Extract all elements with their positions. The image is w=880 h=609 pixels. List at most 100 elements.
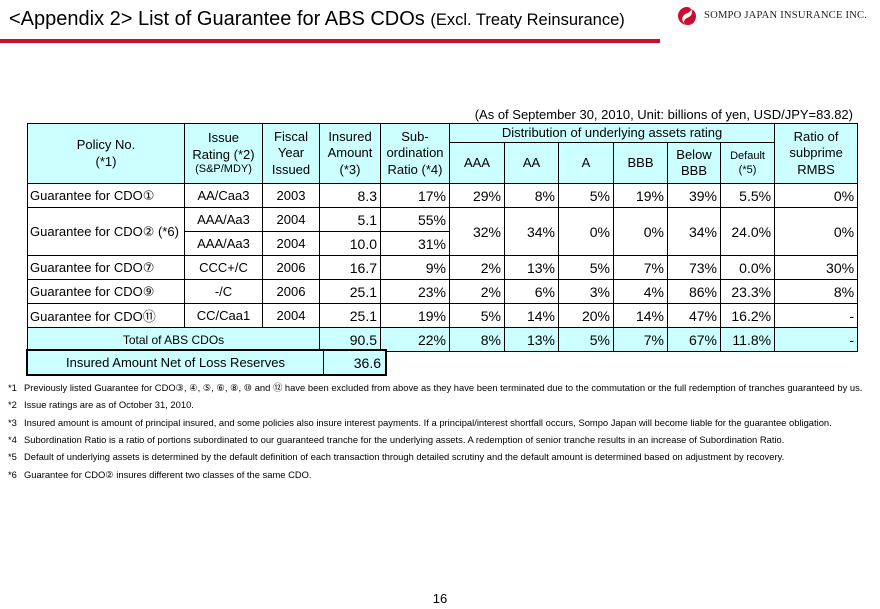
policy-cell: Guarantee for CDO① bbox=[27, 183, 185, 208]
policy-cell: Guarantee for CDO⑦ bbox=[27, 255, 185, 280]
subprime-cell: 30% bbox=[774, 255, 859, 280]
aaa-cell: 32% bbox=[449, 207, 505, 256]
aa-cell: 34% bbox=[504, 207, 559, 256]
header-subprime-ratio: Ratio of subprime RMBS bbox=[774, 123, 859, 184]
year-cell: 2004 bbox=[262, 231, 320, 256]
footnote: *2 Issue ratings are as of October 31, 2… bbox=[8, 398, 868, 411]
header-fiscal-year: Fiscal Year Issued bbox=[262, 123, 320, 184]
policy-cell: Guarantee for CDO② (*6) bbox=[27, 207, 185, 256]
total-default-cell: 11.8% bbox=[719, 327, 776, 352]
rating-cell: CC/Caa1 bbox=[184, 303, 263, 328]
amount-cell: 25.1 bbox=[319, 303, 381, 328]
header-default: Default (*5) bbox=[719, 142, 776, 184]
header-issue-rating-line3: (S&P/MDY) bbox=[195, 162, 252, 175]
below-bbb-cell: 34% bbox=[667, 207, 721, 256]
footnote-text: Insured amount is amount of principal in… bbox=[24, 416, 832, 428]
table-row: AAA/Aa3 2004 10.0 31% bbox=[28, 231, 858, 256]
subprime-cell: 8% bbox=[774, 279, 859, 304]
total-aaa-cell: 8% bbox=[449, 327, 505, 352]
amount-cell: 8.3 bbox=[319, 183, 381, 208]
total-subprime-cell: - bbox=[774, 327, 859, 352]
default-cell: 16.2% bbox=[719, 303, 776, 328]
header-default-line1: Default bbox=[730, 149, 765, 162]
company-name: SOMPO JAPAN INSURANCE INC. bbox=[704, 10, 868, 21]
header-default-line2: (*5) bbox=[738, 164, 757, 176]
policy-cell: Guarantee for CDO⑪ bbox=[27, 303, 185, 328]
a-cell: 0% bbox=[558, 207, 614, 256]
year-cell: 2006 bbox=[262, 255, 320, 280]
rating-cell: AAA/Aa3 bbox=[184, 231, 263, 256]
header-aaa: AAA bbox=[449, 142, 505, 184]
aa-cell: 14% bbox=[504, 303, 559, 328]
a-cell: 5% bbox=[558, 183, 614, 208]
header-insured-amount: Insured Amount (*3) bbox=[319, 123, 381, 184]
bbb-cell: 7% bbox=[613, 255, 668, 280]
header-fiscal-year-line3: Issued bbox=[271, 161, 311, 177]
as-of-note: (As of September 30, 2010, Unit: billion… bbox=[474, 107, 853, 122]
guarantee-table: Policy No. (*1) Issue Rating (*2) (S&P/M… bbox=[27, 123, 859, 352]
footnote-mark: *4 bbox=[8, 434, 17, 446]
header-subordination-ratio: Sub- ordination Ratio (*4) bbox=[380, 123, 450, 184]
footnote: *1 Previously listed Guarantee for CDO③,… bbox=[8, 381, 868, 394]
below-bbb-cell: 86% bbox=[667, 279, 721, 304]
amount-cell: 25.1 bbox=[319, 279, 381, 304]
amount-cell: 10.0 bbox=[319, 231, 381, 256]
header-below-bbb-line1: Below bbox=[676, 146, 712, 162]
footnote-text: Guarantee for CDO② insures different two… bbox=[24, 468, 312, 480]
sub-ratio-cell: 17% bbox=[380, 183, 450, 208]
header-below-bbb-line2: BBB bbox=[680, 163, 707, 178]
footnote-text: Issue ratings are as of October 31, 2010… bbox=[24, 399, 194, 411]
aaa-cell: 5% bbox=[449, 303, 505, 328]
total-amount-cell: 90.5 bbox=[319, 327, 381, 352]
default-cell: 23.3% bbox=[719, 279, 776, 304]
sompo-logo-icon bbox=[678, 7, 696, 25]
footnotes: *1 Previously listed Guarantee for CDO③,… bbox=[8, 381, 868, 485]
header-subprime-line3: RMBS bbox=[797, 161, 835, 177]
header-bbb: BBB bbox=[613, 142, 668, 184]
footnote: *6 Guarantee for CDO② insures different … bbox=[8, 468, 868, 481]
amount-cell: 5.1 bbox=[319, 207, 381, 232]
page-title-sub: (Excl. Treaty Reinsurance) bbox=[430, 11, 625, 29]
header-subordination-line1: Sub- bbox=[401, 129, 429, 145]
sub-ratio-cell: 31% bbox=[380, 231, 450, 256]
table-row: Guarantee for CDO① AA/Caa3 2003 8.3 17% … bbox=[27, 183, 859, 208]
total-below-bbb-cell: 67% bbox=[667, 327, 721, 352]
page-title-main: <Appendix 2> List of Guarantee for ABS C… bbox=[9, 8, 425, 30]
total-bbb-cell: 7% bbox=[613, 327, 668, 352]
year-cell: 2006 bbox=[262, 279, 320, 304]
header-issue-rating-line1: Issue bbox=[207, 130, 240, 146]
table-row: Guarantee for CDO② (*6) AAA/Aa3 2004 5.1… bbox=[27, 207, 859, 256]
header-subprime-line2: subprime bbox=[789, 145, 843, 161]
footnote: *5 Default of underlying assets is deter… bbox=[8, 450, 868, 463]
table-row: Guarantee for CDO⑪ CC/Caa1 2004 25.1 19%… bbox=[27, 303, 859, 328]
table-row: Guarantee for CDO⑨ -/C 2006 25.1 23% 2% … bbox=[27, 279, 859, 304]
header-a: A bbox=[558, 142, 614, 184]
page-number: 16 bbox=[432, 591, 448, 606]
below-bbb-cell: 73% bbox=[667, 255, 721, 280]
a-cell: 20% bbox=[558, 303, 614, 328]
header-subordination-line2: ordination bbox=[386, 145, 444, 161]
bbb-cell: 14% bbox=[613, 303, 668, 328]
header-issue-rating: Issue Rating (*2) (S&P/MDY) bbox=[184, 123, 263, 184]
amount-cell: 16.7 bbox=[319, 255, 381, 280]
header-subordination-line3: Ratio (*4) bbox=[387, 161, 443, 177]
footnote-text: Default of underlying assets is determin… bbox=[24, 451, 785, 463]
aa-cell: 6% bbox=[504, 279, 559, 304]
table-row: Guarantee for CDO⑦ CCC+/C 2006 16.7 9% 2… bbox=[27, 255, 859, 280]
total-sub-ratio-cell: 22% bbox=[380, 327, 450, 352]
footnote-text: Subordination Ratio is a ratio of portio… bbox=[24, 434, 785, 446]
header-insured-amount-line2: Amount bbox=[327, 145, 373, 161]
bbb-cell: 19% bbox=[613, 183, 668, 208]
header-fiscal-year-line2: Year bbox=[277, 145, 305, 161]
sub-ratio-cell: 9% bbox=[380, 255, 450, 280]
aa-cell: 13% bbox=[504, 255, 559, 280]
footnote-mark: *3 bbox=[8, 416, 17, 428]
page-title: <Appendix 2> List of Guarantee for ABS C… bbox=[9, 8, 625, 31]
rating-cell: AA/Caa3 bbox=[184, 183, 263, 208]
header-policy-no: Policy No. (*1) bbox=[27, 123, 185, 184]
total-aa-cell: 13% bbox=[504, 327, 559, 352]
footnote-mark: *2 bbox=[8, 399, 17, 411]
header-policy-no-line1: Policy No. bbox=[76, 137, 136, 153]
header-issue-rating-line2: Rating (*2) bbox=[192, 146, 255, 162]
sub-ratio-cell: 23% bbox=[380, 279, 450, 304]
